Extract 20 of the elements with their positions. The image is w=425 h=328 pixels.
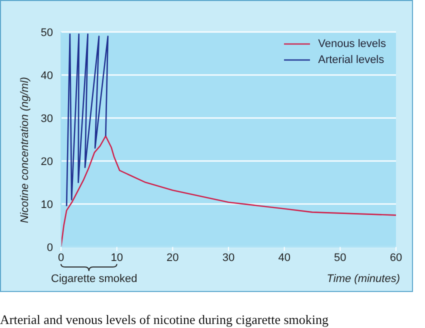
y-tick-label: 50 — [40, 26, 53, 39]
legend-label: Venous levels — [318, 37, 386, 52]
x-tick-label: 30 — [222, 252, 235, 264]
y-tick-label: 10 — [40, 198, 53, 211]
y-axis-title: Nicotine concentration (ng/ml) — [19, 76, 31, 223]
y-tick-label: 40 — [40, 70, 53, 82]
x-tick-label: 40 — [278, 252, 290, 264]
x-tick-label: 50 — [334, 252, 346, 264]
x-tick-label: 60 — [390, 252, 402, 264]
legend-label: Arterial levels — [318, 53, 384, 68]
x-axis-title: Time (minutes) — [326, 273, 400, 285]
text: Arterial and venous levels of nicotine during cigarette smoking — [0, 312, 329, 328]
y-tick-label: 30 — [40, 112, 53, 125]
x-tick-label: 20 — [166, 252, 179, 264]
y-tick-label: 0 — [46, 242, 53, 254]
line-series — [66, 34, 109, 207]
x-tick-label: 0 — [58, 252, 64, 264]
y-tick-label: 20 — [40, 156, 53, 168]
text: Cigarette smoked — [51, 273, 138, 285]
x-tick-label: 10 — [110, 252, 123, 264]
